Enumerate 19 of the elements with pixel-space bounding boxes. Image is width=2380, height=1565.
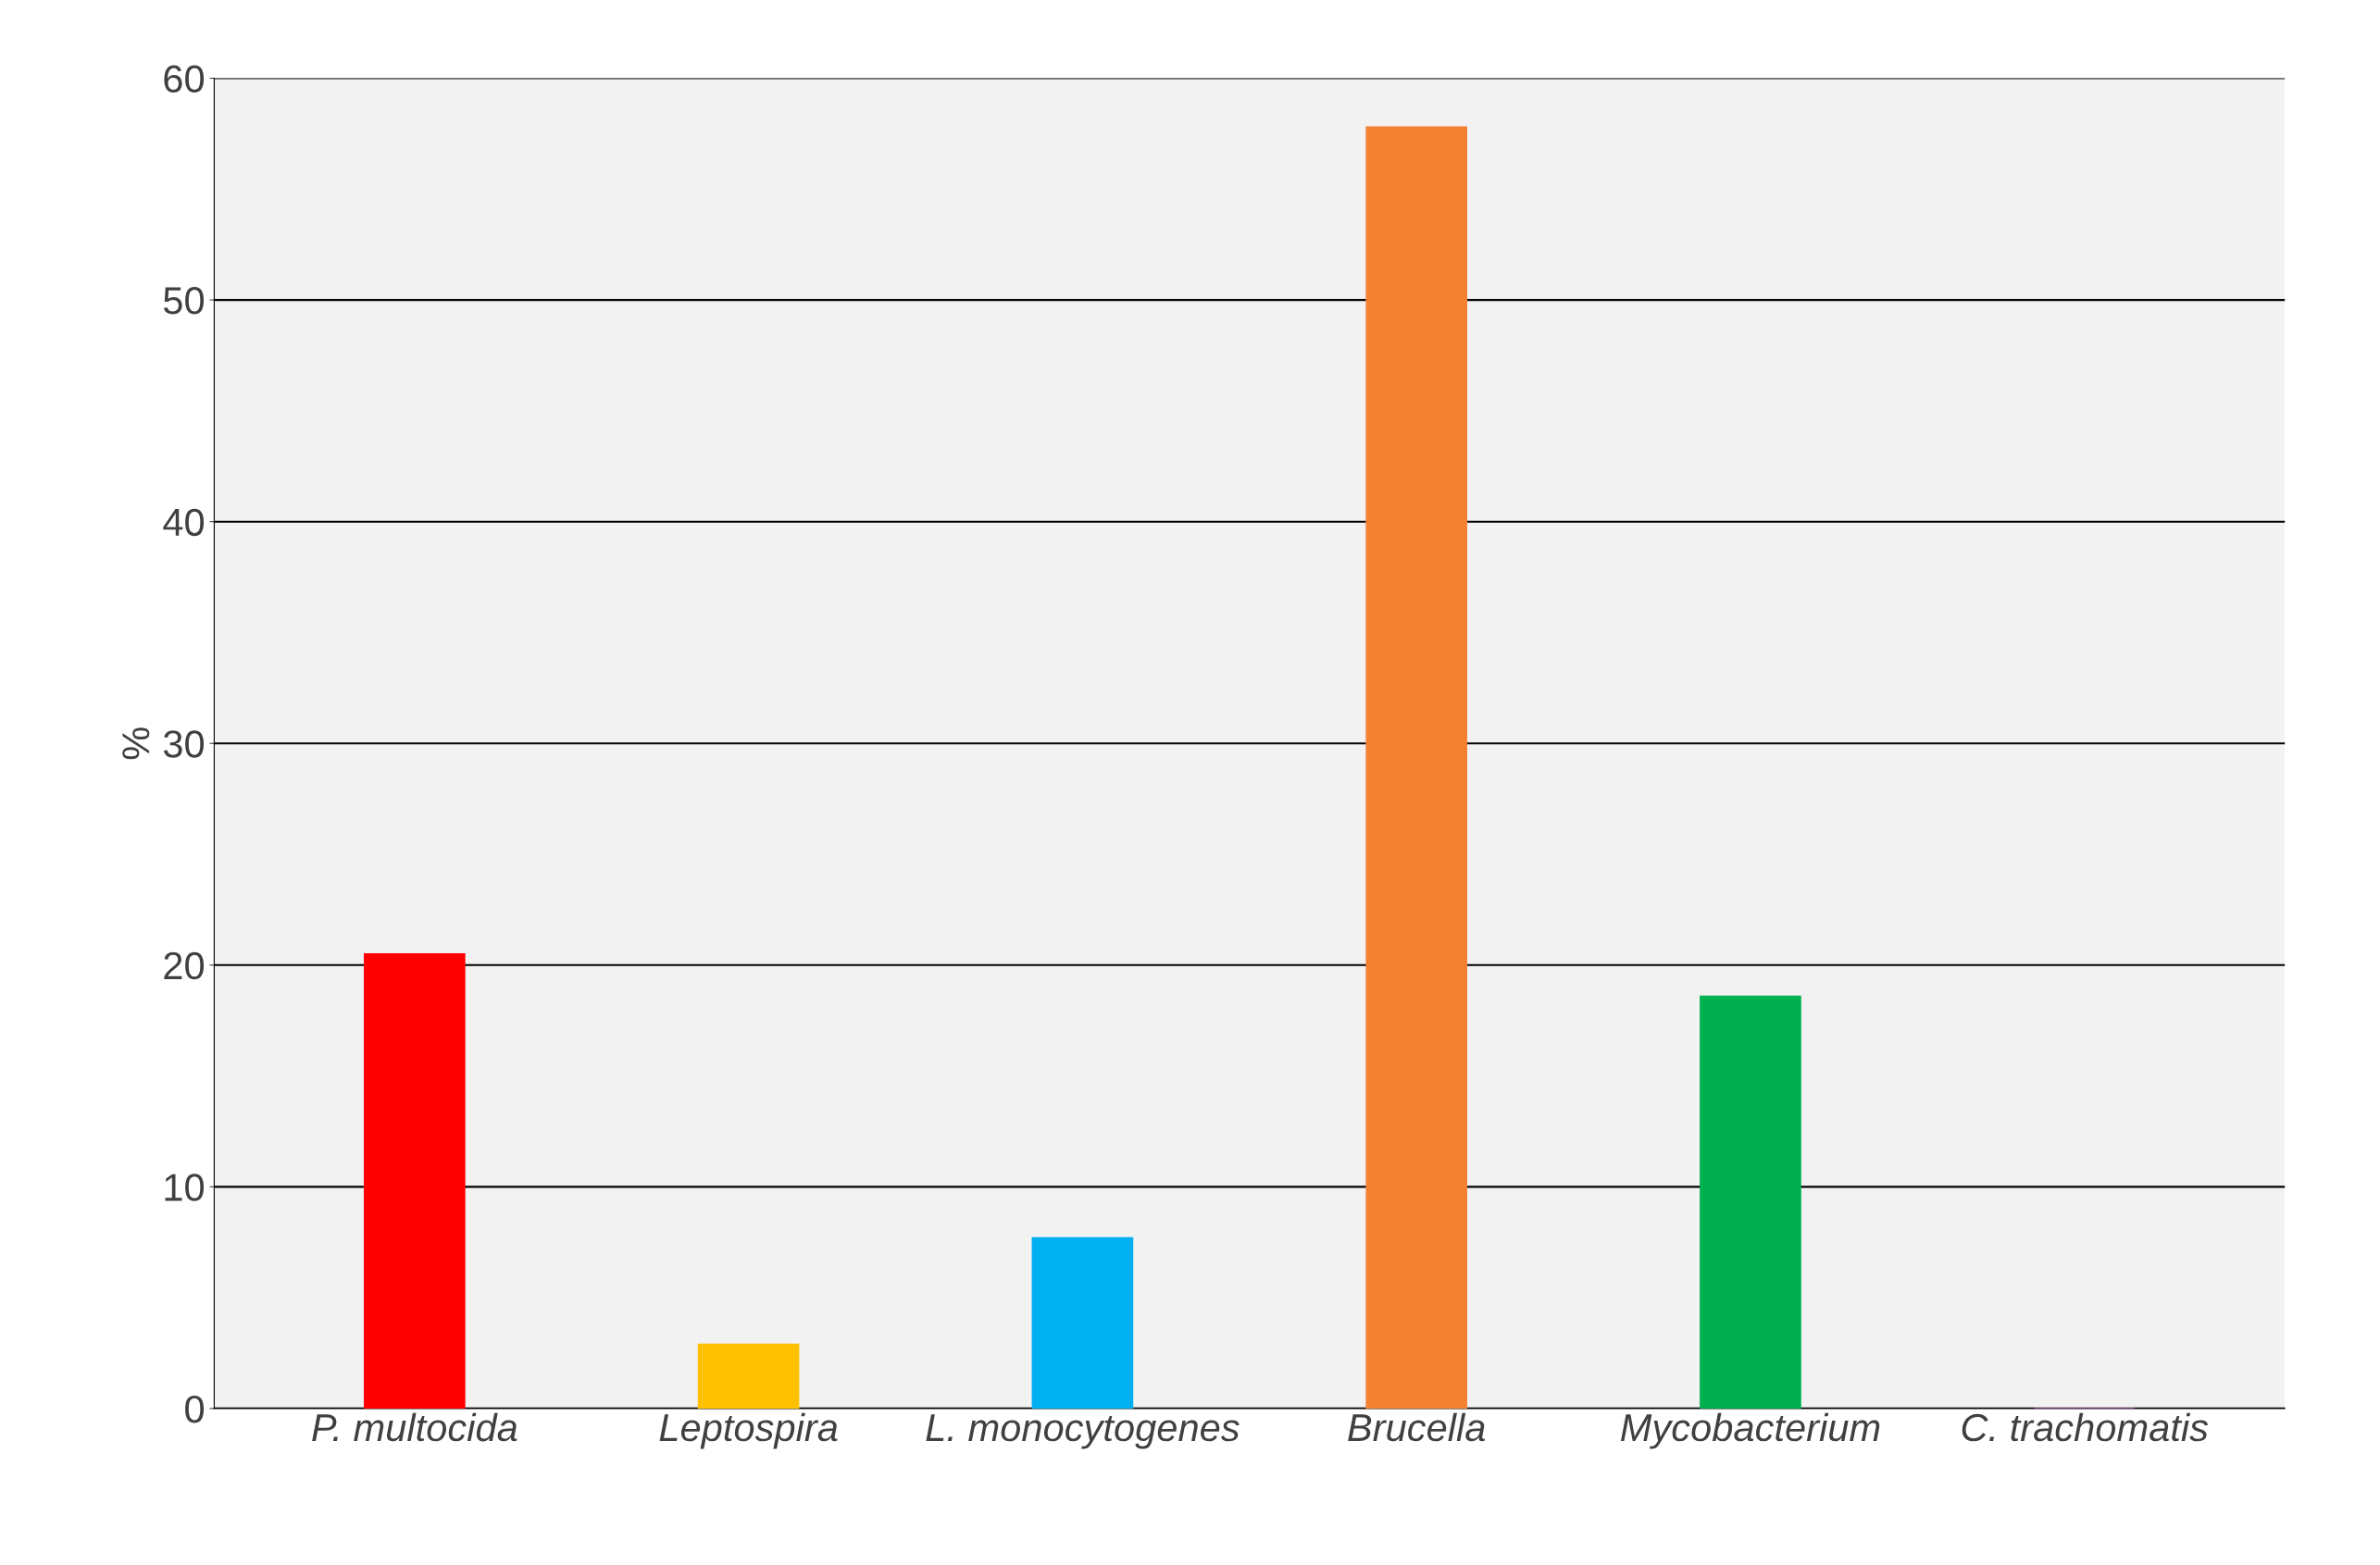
y-tick-label: 40 <box>163 508 205 537</box>
x-tick-label: L. monocytogenes <box>926 1414 1240 1449</box>
x-tick-label: Mycobacterium <box>1620 1412 1880 1449</box>
y-tick-label: 0 <box>185 1395 205 1423</box>
y-axis-title: % <box>122 727 150 760</box>
x-tick-label: Leptospira <box>659 1412 838 1449</box>
y-tick-label: 60 <box>164 65 205 93</box>
bar <box>1031 1236 1134 1409</box>
bar <box>364 953 466 1409</box>
bar <box>1365 126 1467 1409</box>
x-tick-label: Brucella <box>1348 1412 1486 1442</box>
x-tick-label: P. multocida <box>312 1412 517 1442</box>
bar <box>1700 995 1801 1409</box>
y-tick-label: 50 <box>163 287 205 315</box>
y-tick-label: 30 <box>163 730 205 758</box>
bar <box>697 1343 800 1409</box>
y-tick-label: 10 <box>165 1174 205 1201</box>
x-tick-label: C. trachomatis <box>1962 1412 2209 1442</box>
y-tick-label: 20 <box>164 951 205 980</box>
